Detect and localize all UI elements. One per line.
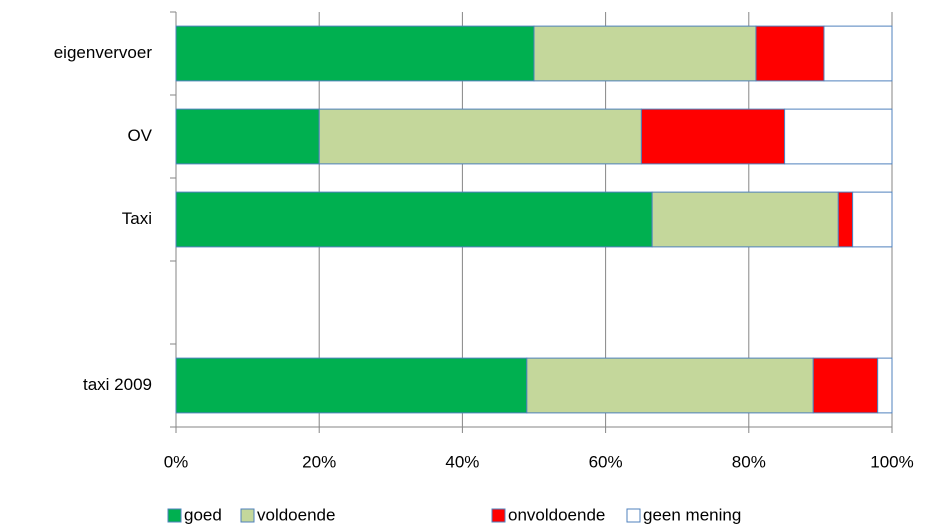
legend-swatch xyxy=(167,508,182,523)
bar-segment xyxy=(852,191,893,248)
y-tick-label: taxi 2009 xyxy=(83,375,152,394)
bar-segment xyxy=(640,108,786,165)
x-tick-label: 60% xyxy=(589,452,623,471)
bar-segment xyxy=(823,25,893,82)
legend-label: voldoende xyxy=(257,505,335,524)
bar-segment xyxy=(755,25,825,82)
bar-segment xyxy=(318,108,642,165)
x-tick-label: 20% xyxy=(302,452,336,471)
legend-swatch xyxy=(626,508,641,523)
bar-segment xyxy=(651,191,839,248)
bar-segment xyxy=(877,357,893,414)
bar-segment xyxy=(837,191,854,248)
bar-segment xyxy=(175,25,535,82)
x-tick-label: 0% xyxy=(164,452,189,471)
bar-segment xyxy=(175,108,320,165)
bar-segment xyxy=(812,357,879,414)
legend-label: onvoldoende xyxy=(508,505,605,524)
y-tick-label: eigenvervoer xyxy=(54,43,153,62)
y-tick-label: Taxi xyxy=(122,209,152,228)
x-tick-label: 80% xyxy=(732,452,766,471)
bar-segment xyxy=(526,357,814,414)
legend-label: goed xyxy=(184,505,222,524)
legend-swatch xyxy=(491,508,506,523)
bar-segment xyxy=(175,191,653,248)
legend-label: geen mening xyxy=(643,505,741,524)
legend-swatch xyxy=(240,508,255,523)
bar-segment xyxy=(175,357,528,414)
x-tick-label: 40% xyxy=(445,452,479,471)
x-tick-label: 100% xyxy=(870,452,913,471)
bar-segment xyxy=(784,108,893,165)
bar-segment xyxy=(533,25,757,82)
y-tick-label: OV xyxy=(127,126,152,145)
